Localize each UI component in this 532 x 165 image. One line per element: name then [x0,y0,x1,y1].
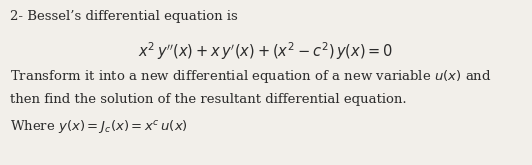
Text: then find the solution of the resultant differential equation.: then find the solution of the resultant … [10,93,406,106]
Text: $x^2\, y^{\prime\prime}(x) + x\, y^{\prime}(x) + (x^2 - c^2)\, y(x) = 0$: $x^2\, y^{\prime\prime}(x) + x\, y^{\pri… [138,40,394,62]
Text: 2- Bessel’s differential equation is: 2- Bessel’s differential equation is [10,10,238,23]
Text: Where $y(x) = J_c(x) = x^c\, u(x)$: Where $y(x) = J_c(x) = x^c\, u(x)$ [10,118,188,135]
Text: Transform it into a new differential equation of a new variable $u(x)$ and: Transform it into a new differential equ… [10,68,492,85]
